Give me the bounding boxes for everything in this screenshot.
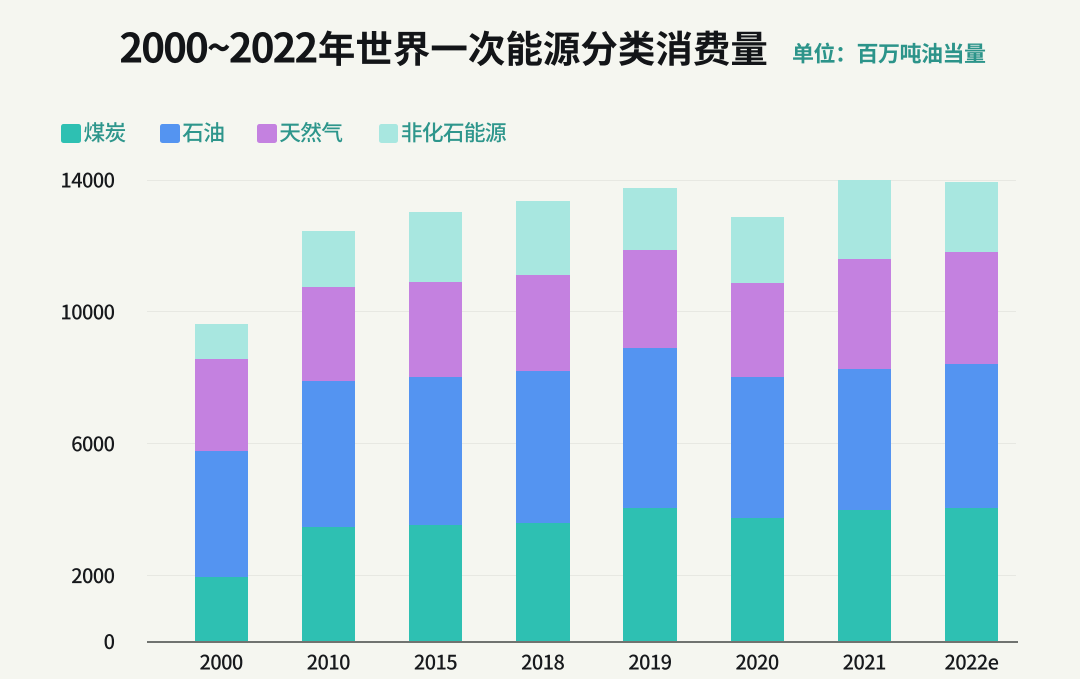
y-tick-text-0: 0	[0, 0, 1, 1]
bar-2000-coal	[194, 576, 249, 642]
x-label-text-2015: 2015	[0, 0, 1, 1]
legend-label-text-oil: 石油	[0, 0, 1, 1]
x-label-text-2018: 2018	[0, 0, 1, 1]
legend-swatch-non-fossil	[378, 123, 399, 144]
y-tick-text-14000: 14000	[0, 0, 1, 1]
bar-2021-coal	[837, 510, 892, 642]
bar-2019-coal	[623, 507, 677, 642]
legend-label-text-gas: 天然气	[0, 0, 1, 1]
bar-2010-coal	[301, 526, 356, 642]
gridline-2000	[147, 575, 1016, 577]
y-tick-text-2000: 2000	[0, 0, 1, 1]
legend-swatch-oil	[160, 123, 180, 144]
gridline-10000	[147, 311, 1016, 313]
x-axis-line	[147, 640, 1018, 643]
chart-title-text: 2000~2022年世界一次能源分类消费量	[0, 0, 1, 1]
bar-2015-coal	[409, 525, 463, 642]
x-label-text-2020: 2020	[0, 0, 1, 1]
legend-label-text-coal: 煤炭	[0, 0, 1, 1]
x-label-text-2019: 2019	[0, 0, 1, 1]
legend-swatch-coal	[61, 123, 81, 144]
bar-2022e-coal	[945, 507, 999, 642]
gridline-14000	[147, 179, 1016, 181]
y-tick-text-6000: 6000	[0, 0, 1, 1]
legend-swatch-gas	[257, 123, 277, 144]
x-label-text-2021: 2021	[0, 0, 1, 1]
x-label-text-2000: 2000	[0, 0, 1, 1]
bar-2020-coal	[730, 517, 785, 642]
x-label-text-2010: 2010	[0, 0, 1, 1]
legend-label-text-non-fossil: 非化石能源	[0, 0, 1, 1]
unit-label-text: 单位：百万吨油当量	[0, 0, 1, 1]
y-tick-text-10000: 10000	[0, 0, 1, 1]
gridline-6000	[147, 443, 1016, 445]
x-label-text-2022e: 2022e	[0, 0, 1, 1]
bar-2018-coal	[516, 522, 570, 642]
